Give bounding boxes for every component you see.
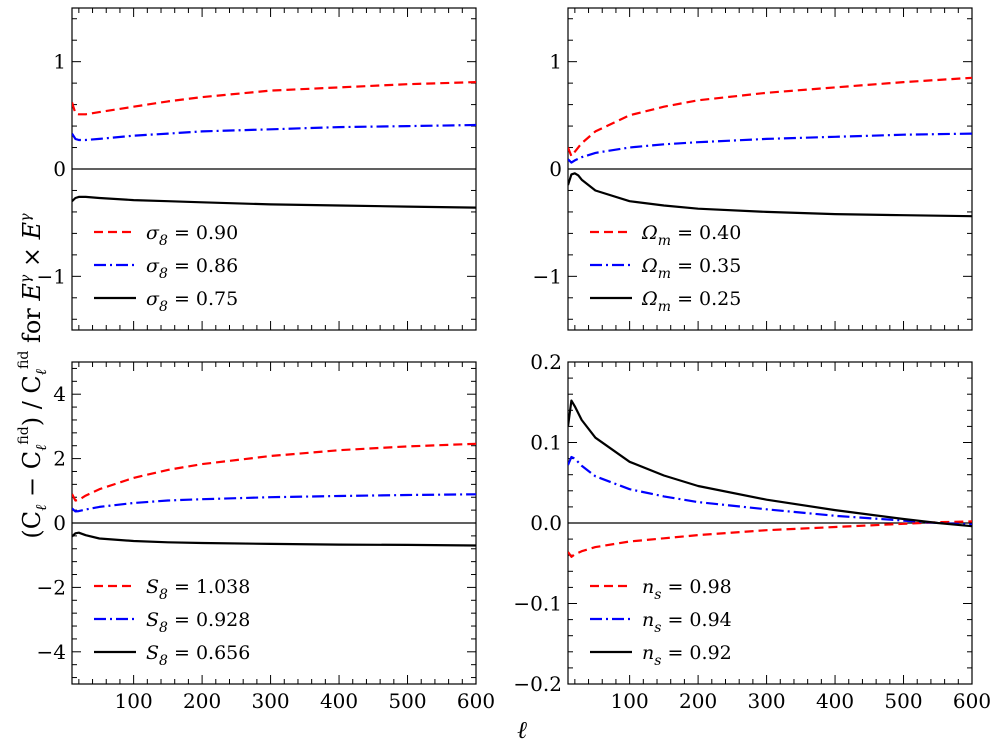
- series-line-red: [568, 520, 972, 558]
- x-tick-label: 500: [884, 689, 922, 713]
- panels: −1 0 1 σ8 = 0.90 σ8 = 0.86 σ8 = 0.75 −1 0 1 Ωm = …: [37, 7, 991, 713]
- y-tick-label: 1: [53, 50, 66, 74]
- series-line-black: [72, 195, 476, 209]
- legend-label: σ8 = 0.90: [146, 222, 238, 249]
- series-group: [568, 76, 972, 218]
- y-tick-label: 1: [549, 50, 562, 74]
- panel-top-right: −1 0 1 Ωm = 0.40 Ωm = 0.35 Ωm = 0.25: [533, 7, 973, 331]
- y-tick-label: 0.0: [530, 511, 562, 535]
- x-tick-label: 100: [611, 689, 649, 713]
- y-tick-label: 4: [53, 382, 66, 406]
- series-line-red: [568, 76, 972, 158]
- y-axis-title: (Cℓ − Cℓfid) / Cℓfid for Eγ × Eγ: [16, 213, 50, 539]
- x-tick-label: 100: [115, 689, 153, 713]
- legend-label: σ8 = 0.86: [146, 255, 238, 282]
- x-tick-label: 300: [251, 689, 289, 713]
- y-tick-label: 0.2: [530, 350, 562, 374]
- y-tick-label: 2: [53, 447, 66, 471]
- panel-bottom-right: 100 200 300 400 500 600 −0.2 −0.1 0.0 0.1 0.2 ns = …: [513, 350, 991, 713]
- series-group: [72, 442, 476, 547]
- x-tick-label: 200: [679, 689, 717, 713]
- legend-label: ns = 0.92: [642, 642, 732, 669]
- legend-label: S8 = 0.928: [146, 609, 250, 636]
- y-tick-label: −1: [533, 264, 562, 288]
- x-tick-label: 400: [320, 689, 358, 713]
- legend-label: Ωm = 0.40: [641, 222, 741, 249]
- x-tick-label: 300: [747, 689, 785, 713]
- legend-label: ns = 0.98: [642, 576, 732, 603]
- series-line-blue: [568, 132, 972, 164]
- y-tick-label: 0.1: [530, 431, 562, 455]
- legend: ns = 0.98 ns = 0.94 ns = 0.92: [590, 576, 732, 669]
- legend-label: Ωm = 0.25: [641, 288, 741, 315]
- legend: σ8 = 0.90 σ8 = 0.86 σ8 = 0.75: [94, 222, 238, 315]
- series-line-blue: [72, 123, 476, 142]
- legend: Ωm = 0.40 Ωm = 0.35 Ωm = 0.25: [590, 222, 741, 315]
- y-tick-label: 0: [53, 157, 66, 181]
- legend: S8 = 1.038 S8 = 0.928 S8 = 0.656: [94, 576, 250, 669]
- y-tick-label: −0.2: [513, 672, 562, 696]
- x-axis-title: ℓ: [517, 716, 527, 744]
- x-tick-label: 600: [457, 689, 495, 713]
- y-tick-label: −4: [37, 640, 66, 664]
- series-line-black: [72, 531, 476, 547]
- legend-label: σ8 = 0.75: [146, 288, 238, 315]
- series-line-red: [72, 81, 476, 116]
- series-line-black: [568, 399, 972, 528]
- y-tick-label: −0.1: [513, 592, 562, 616]
- y-tick-label: −2: [37, 575, 66, 599]
- panel-top-left: −1 0 1 σ8 = 0.90 σ8 = 0.86 σ8 = 0.75: [37, 7, 477, 331]
- series-line-red: [72, 442, 476, 502]
- x-tick-label: 600: [953, 689, 991, 713]
- legend-label: Ωm = 0.35: [641, 255, 741, 282]
- x-tick-label: 500: [388, 689, 426, 713]
- x-tick-label: 200: [183, 689, 221, 713]
- series-group: [72, 81, 476, 209]
- series-line-blue: [568, 455, 972, 526]
- legend-label: S8 = 1.038: [146, 576, 250, 603]
- y-tick-label: −1: [37, 264, 66, 288]
- series-line-black: [568, 172, 972, 218]
- series-group: [568, 399, 972, 558]
- y-axis-title-main: (C: [18, 511, 46, 539]
- x-tick-label: 400: [816, 689, 854, 713]
- legend-label: S8 = 0.656: [146, 642, 250, 669]
- y-tick-label: 0: [549, 157, 562, 181]
- legend-label: ns = 0.94: [642, 609, 732, 636]
- y-tick-label: 0: [53, 511, 66, 535]
- series-line-blue: [72, 493, 476, 513]
